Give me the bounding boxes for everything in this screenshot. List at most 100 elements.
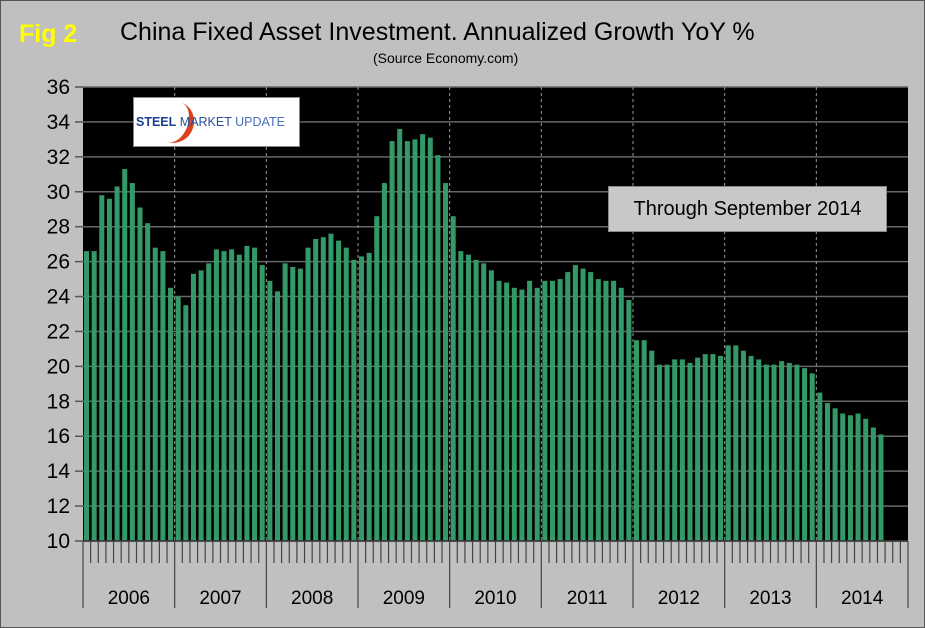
year-label: 2008 [291, 588, 333, 609]
bar [733, 345, 739, 541]
bar [198, 270, 204, 541]
y-tick-label: 22 [47, 320, 70, 343]
bar [328, 233, 334, 541]
bar [351, 259, 357, 541]
bar [236, 254, 242, 541]
bar [634, 340, 640, 541]
bar [779, 361, 785, 541]
bar [786, 362, 792, 541]
y-tick-label: 10 [47, 530, 70, 553]
bar [343, 247, 349, 541]
year-label: 2007 [199, 588, 241, 609]
bar [458, 251, 464, 541]
bar [649, 350, 655, 541]
bar [588, 272, 594, 541]
bar [359, 256, 365, 541]
bar [702, 354, 708, 541]
chart-title: China Fixed Asset Investment. Annualized… [120, 18, 755, 46]
bar [297, 268, 303, 541]
bar [771, 364, 777, 541]
y-tick-label: 18 [47, 390, 70, 413]
bar [374, 216, 380, 541]
steel-market-update-logo: STEEL MARKET UPDATE [133, 95, 300, 149]
bar [313, 238, 319, 541]
bar [488, 270, 494, 541]
bar [748, 355, 754, 541]
bar [679, 359, 685, 541]
bar [336, 240, 342, 541]
bar [290, 266, 296, 541]
bar [527, 280, 533, 541]
annotation-box: Through September 2014 [608, 186, 887, 232]
bar [809, 373, 815, 541]
bar [206, 263, 212, 541]
bar [259, 265, 265, 541]
bar [252, 247, 258, 541]
bar [832, 408, 838, 541]
y-tick-label: 26 [47, 251, 70, 274]
bar [137, 207, 143, 541]
y-tick-label: 16 [47, 425, 70, 448]
bar [519, 289, 525, 541]
year-label: 2014 [841, 588, 884, 609]
y-tick-label: 28 [47, 216, 70, 239]
bar [572, 265, 578, 541]
logo-text-steel: STEEL [136, 115, 177, 129]
plot-area [83, 87, 908, 541]
bar [802, 368, 808, 541]
bar [168, 287, 174, 541]
bar [847, 415, 853, 541]
bar [366, 252, 372, 541]
bar [672, 359, 678, 541]
bar [175, 296, 181, 541]
bar [397, 128, 403, 541]
bar [122, 169, 128, 542]
bar [213, 249, 219, 541]
bar [427, 137, 433, 541]
bar [84, 251, 90, 541]
bar [91, 251, 97, 541]
bar [817, 392, 823, 541]
bar [878, 434, 884, 541]
bar [267, 280, 273, 541]
bar [641, 340, 647, 541]
bar [855, 413, 861, 541]
logo-text: STEEL MARKET UPDATE [136, 115, 285, 129]
bar [106, 198, 112, 541]
bar [129, 183, 135, 542]
bar [160, 251, 166, 541]
bar [626, 300, 632, 541]
y-tick-label: 24 [47, 286, 71, 309]
bar [611, 280, 617, 541]
bar [320, 237, 326, 541]
bar [282, 263, 288, 541]
bar [603, 280, 609, 541]
bar [718, 355, 724, 541]
bar [496, 280, 502, 541]
bar [190, 273, 196, 541]
bar [145, 223, 151, 541]
bar [595, 279, 601, 541]
bar [557, 279, 563, 541]
year-label: 2009 [383, 588, 425, 609]
bar [504, 282, 510, 541]
bar [229, 249, 235, 541]
bar [435, 155, 441, 541]
bar [763, 364, 769, 541]
bar [863, 418, 869, 541]
bar [114, 186, 120, 541]
bar [840, 413, 846, 541]
bar [305, 247, 311, 541]
bar [473, 259, 479, 541]
bar [542, 280, 548, 541]
bar [274, 291, 281, 541]
bar [618, 287, 624, 541]
y-tick-label: 20 [47, 355, 70, 378]
bar [412, 139, 418, 541]
bar [443, 183, 449, 542]
bar [580, 268, 586, 541]
bar [534, 287, 540, 541]
logo-text-market: MARKET [179, 115, 232, 129]
bar [389, 141, 395, 541]
